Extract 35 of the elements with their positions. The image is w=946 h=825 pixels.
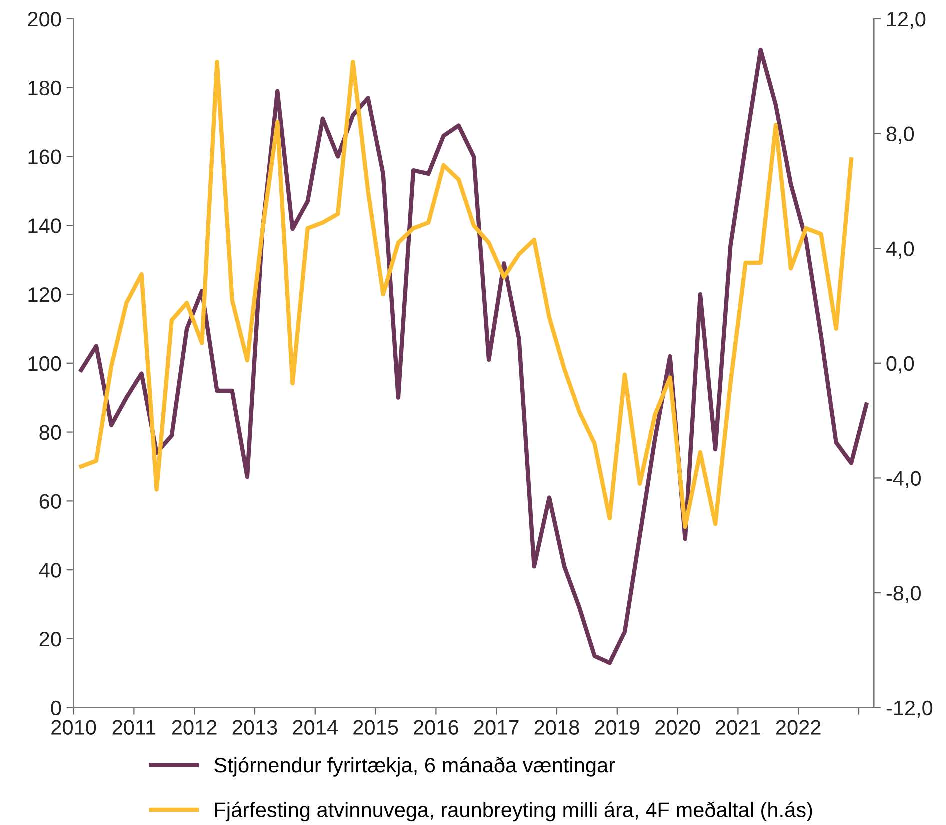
legend-label: Fjárfesting atvinnuvega, raunbreyting milli ára, 4F meðaltal (h.ás) (215, 802, 812, 822)
x-tick-label: 2018 (534, 720, 580, 735)
x-tick-label: 2010 (52, 720, 96, 735)
legend-label: Stjórnendur fyrirtækja, 6 mánaða væntingar (214, 757, 616, 777)
x-tick-label: 2019 (595, 720, 640, 735)
y-tick-label: 160 (28, 150, 62, 165)
y2-tick-label: 8,0 (886, 126, 914, 144)
y2-tick-label: 12,0 (888, 12, 926, 30)
x-tick-label: 2017 (474, 720, 519, 735)
y-tick-label: 0 (51, 700, 62, 716)
y2-tick-label: -12,0 (886, 700, 933, 718)
x-tick-label: 2012 (172, 720, 217, 735)
line-series (79, 48, 869, 666)
line-series (79, 60, 854, 530)
x-tick-label: 2022 (776, 720, 821, 735)
x-tick-label: 2016 (414, 720, 458, 735)
y2-tick-label: 0,0 (886, 356, 914, 374)
y-tick-label: 100 (28, 356, 62, 372)
y-tick-label: 180 (28, 80, 62, 96)
x-tick-label: 2015 (354, 720, 398, 735)
y-tick-label: 120 (28, 288, 62, 302)
x-tick-label: 2013 (232, 720, 278, 735)
y-tick-label: 200 (28, 12, 62, 27)
x-tick-label: 2020 (656, 720, 700, 735)
x-tick-label: 2014 (293, 720, 338, 735)
x-tick-label: 2021 (716, 720, 760, 735)
y-tick-label: 60 (40, 494, 62, 509)
y2-tick-label: -8,0 (886, 586, 921, 604)
y-tick-label: 80 (40, 425, 62, 440)
y-tick-label: 20 (40, 632, 62, 647)
y-tick-label: 140 (28, 218, 62, 234)
y-tick-label: 40 (39, 563, 62, 578)
y2-tick-label: -4,0 (886, 471, 921, 488)
y2-tick-label: 4,0 (886, 242, 914, 259)
x-tick-label: 2011 (112, 720, 156, 735)
